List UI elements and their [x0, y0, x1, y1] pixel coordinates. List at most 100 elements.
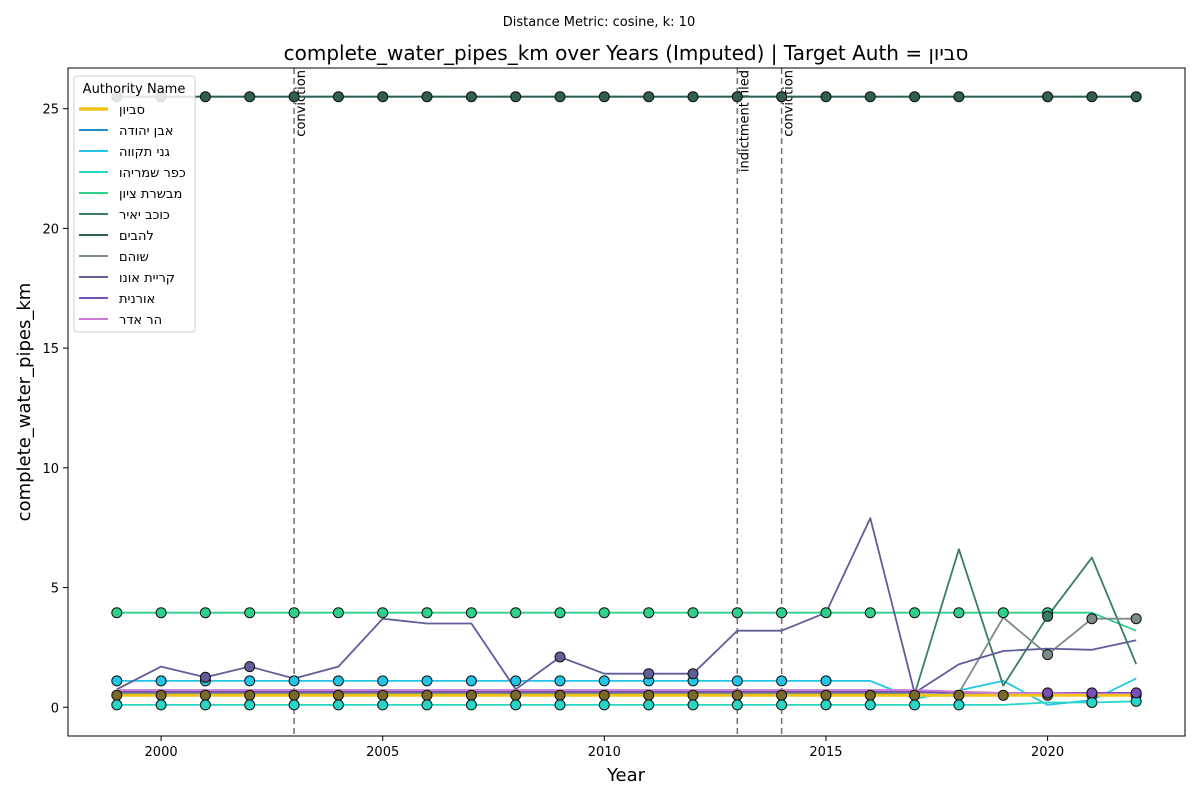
series-6-point-2: [200, 92, 210, 102]
series-2-point-0: [112, 676, 122, 686]
x-tick-label-4: 2020: [1031, 745, 1064, 760]
series-6-point-11: [599, 92, 609, 102]
series-8-point-3: [245, 662, 255, 672]
series-4-point-2: [200, 608, 210, 618]
series-4-point-19: [954, 608, 964, 618]
legend-label-9: אורנית: [119, 292, 155, 307]
series-2-point-15: [777, 676, 787, 686]
series-3-point-15: [777, 700, 787, 710]
series-4-point-9: [511, 608, 521, 618]
series-3-point-18: [910, 700, 920, 710]
series-6-point-4: [289, 92, 299, 102]
series-0-point-1: [156, 690, 166, 700]
series-0-point-8: [466, 690, 476, 700]
y-tick-label-0: 0: [51, 701, 59, 716]
series-2-point-1: [156, 676, 166, 686]
series-6-point-22: [1087, 92, 1097, 102]
series-3-point-1: [156, 700, 166, 710]
series-5-point-21: [1043, 611, 1053, 621]
x-tick-label-0: 2000: [145, 745, 178, 760]
series-6-point-21: [1043, 92, 1053, 102]
series-4-point-12: [644, 608, 654, 618]
series-3-point-14: [732, 700, 742, 710]
chart-suptitle: Distance Metric: cosine, k: 10: [503, 15, 695, 30]
series-8-point-2: [200, 672, 210, 682]
series-0-point-6: [378, 690, 388, 700]
series-0-point-0: [112, 690, 122, 700]
series-6-point-3: [245, 92, 255, 102]
series-4-point-0: [112, 608, 122, 618]
series-4-point-20: [998, 608, 1008, 618]
legend-label-2: גני תקווה: [119, 145, 170, 160]
series-8-point-13: [688, 669, 698, 679]
y-tick-label-4: 20: [42, 222, 59, 237]
legend-title: Authority Name: [83, 82, 186, 97]
series-6-point-23: [1131, 92, 1141, 102]
series-6-point-10: [555, 92, 565, 102]
series-0-point-5: [333, 690, 343, 700]
x-axis-label: Year: [606, 765, 646, 786]
series-4-point-11: [599, 608, 609, 618]
series-2-point-3: [245, 676, 255, 686]
series-0-point-10: [555, 690, 565, 700]
series-3-point-2: [200, 700, 210, 710]
series-7-point-23: [1131, 614, 1141, 624]
series-4-point-15: [777, 608, 787, 618]
y-tick-label-1: 5: [51, 582, 59, 597]
series-2-point-16: [821, 676, 831, 686]
series-9-point-23: [1131, 688, 1141, 698]
series-0-point-14: [732, 690, 742, 700]
series-2-point-4: [289, 676, 299, 686]
series-0-point-7: [422, 690, 432, 700]
series-4-point-1: [156, 608, 166, 618]
series-0-point-19: [954, 690, 964, 700]
series-6-point-18: [910, 92, 920, 102]
series-line-8: [117, 518, 1136, 693]
series-0-point-12: [644, 690, 654, 700]
series-4-point-13: [688, 608, 698, 618]
series-3-point-19: [954, 700, 964, 710]
series-7-point-21: [1043, 650, 1053, 660]
legend-label-10: הר אדר: [119, 313, 162, 328]
series-2-point-9: [511, 676, 521, 686]
series-4-point-16: [821, 608, 831, 618]
series-3-point-22: [1087, 698, 1097, 708]
series-8-point-12: [644, 669, 654, 679]
series-9-point-22: [1087, 688, 1097, 698]
series-6-point-12: [644, 92, 654, 102]
series-6-point-8: [466, 92, 476, 102]
event-label-1: indictment filed: [737, 70, 752, 172]
series-6-point-17: [865, 92, 875, 102]
y-tick-label-5: 25: [42, 103, 59, 118]
plot-frame: [68, 68, 1185, 736]
series-0-point-2: [200, 690, 210, 700]
series-0-point-4: [289, 690, 299, 700]
series-0-point-11: [599, 690, 609, 700]
series-6-point-19: [954, 92, 964, 102]
series-4-point-8: [466, 608, 476, 618]
series-3-point-0: [112, 700, 122, 710]
series-0-point-15: [777, 690, 787, 700]
y-tick-label-3: 15: [42, 342, 59, 357]
series-3-point-13: [688, 700, 698, 710]
legend-label-3: כפר שמריהו: [119, 166, 186, 181]
series-3-point-10: [555, 700, 565, 710]
series-6-point-16: [821, 92, 831, 102]
y-axis: 0 5 10 15 20 25: [42, 103, 68, 717]
series-4-point-7: [422, 608, 432, 618]
legend-label-8: קריית אונו: [119, 271, 175, 286]
series-2-point-11: [599, 676, 609, 686]
series-6-point-5: [333, 92, 343, 102]
series-4-point-10: [555, 608, 565, 618]
series-0-point-3: [245, 690, 255, 700]
series-3-point-5: [333, 700, 343, 710]
legend: Authority Name סביון אבן יהודה גני תקווה כפ…: [74, 76, 195, 332]
series-6-point-9: [511, 92, 521, 102]
legend-label-7: שוהם: [119, 250, 149, 265]
series-6-point-15: [777, 92, 787, 102]
series-2-point-8: [466, 676, 476, 686]
legend-label-1: אבן יהודה: [119, 124, 173, 139]
series-4-point-6: [378, 608, 388, 618]
series-3-point-17: [865, 700, 875, 710]
